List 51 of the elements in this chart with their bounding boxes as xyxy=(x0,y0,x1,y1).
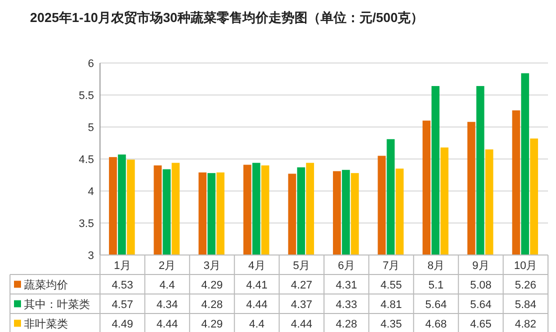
data-label: 4.44 xyxy=(156,318,178,330)
data-label: 4.29 xyxy=(201,279,223,292)
data-label: 4.55 xyxy=(380,279,402,292)
x-tick-label: 4月 xyxy=(248,260,266,272)
legend-label: 非叶菜类 xyxy=(24,317,68,330)
x-tick-label: 10月 xyxy=(514,260,538,272)
data-label: 4.35 xyxy=(380,318,402,330)
data-label: 5.64 xyxy=(425,298,447,311)
data-label: 5.08 xyxy=(470,279,492,292)
data-label: 4.28 xyxy=(336,318,358,330)
y-tick-label: 4.5 xyxy=(78,154,94,166)
x-tick-label: 7月 xyxy=(382,260,400,272)
data-label: 4.34 xyxy=(156,298,178,311)
y-tick-label: 5 xyxy=(88,122,94,134)
data-label: 5.26 xyxy=(514,279,536,292)
y-tick-label: 3.5 xyxy=(78,218,94,230)
data-label: 4.44 xyxy=(246,298,268,311)
chart-title: 2025年1-10月农贸市场30种蔬菜零售均价走势图（单位：元/500克） xyxy=(30,10,424,25)
data-label: 5.64 xyxy=(470,298,492,311)
y-tick-label: 3 xyxy=(88,250,94,262)
data-label: 4.4 xyxy=(160,279,175,292)
x-tick-label: 6月 xyxy=(338,260,355,272)
data-label: 5.1 xyxy=(428,279,444,292)
x-tick-label: 8月 xyxy=(427,260,445,272)
x-tick-label: 3月 xyxy=(203,260,221,272)
data-label: 4.37 xyxy=(290,298,312,311)
data-label: 4.65 xyxy=(470,318,492,330)
data-label: 4.57 xyxy=(112,298,134,311)
data-label: 5.84 xyxy=(514,298,536,311)
data-label: 4.27 xyxy=(290,279,312,292)
legend-label: 其中：叶菜类 xyxy=(24,298,90,311)
x-tick-label: 5月 xyxy=(293,260,310,272)
y-tick-label: 6 xyxy=(88,58,94,70)
data-label: 4.44 xyxy=(290,318,312,330)
data-label: 4.49 xyxy=(112,318,134,330)
data-label: 4.41 xyxy=(246,279,268,292)
x-tick-label: 2月 xyxy=(158,260,176,272)
data-label: 4.53 xyxy=(112,279,134,292)
data-label: 4.28 xyxy=(201,298,223,311)
y-tick-label: 4 xyxy=(88,186,94,198)
x-tick-label: 9月 xyxy=(472,260,490,272)
data-label: 4.29 xyxy=(201,318,223,330)
x-tick-label: 1月 xyxy=(114,260,131,272)
data-label: 4.81 xyxy=(380,298,402,311)
data-label: 4.4 xyxy=(249,318,264,330)
legend-label: 蔬菜均价 xyxy=(24,278,68,292)
data-label: 4.31 xyxy=(336,279,358,292)
data-label: 4.82 xyxy=(514,318,536,330)
data-label: 4.33 xyxy=(336,298,358,311)
y-tick-label: 5.5 xyxy=(78,90,94,102)
data-label: 4.68 xyxy=(425,318,447,330)
